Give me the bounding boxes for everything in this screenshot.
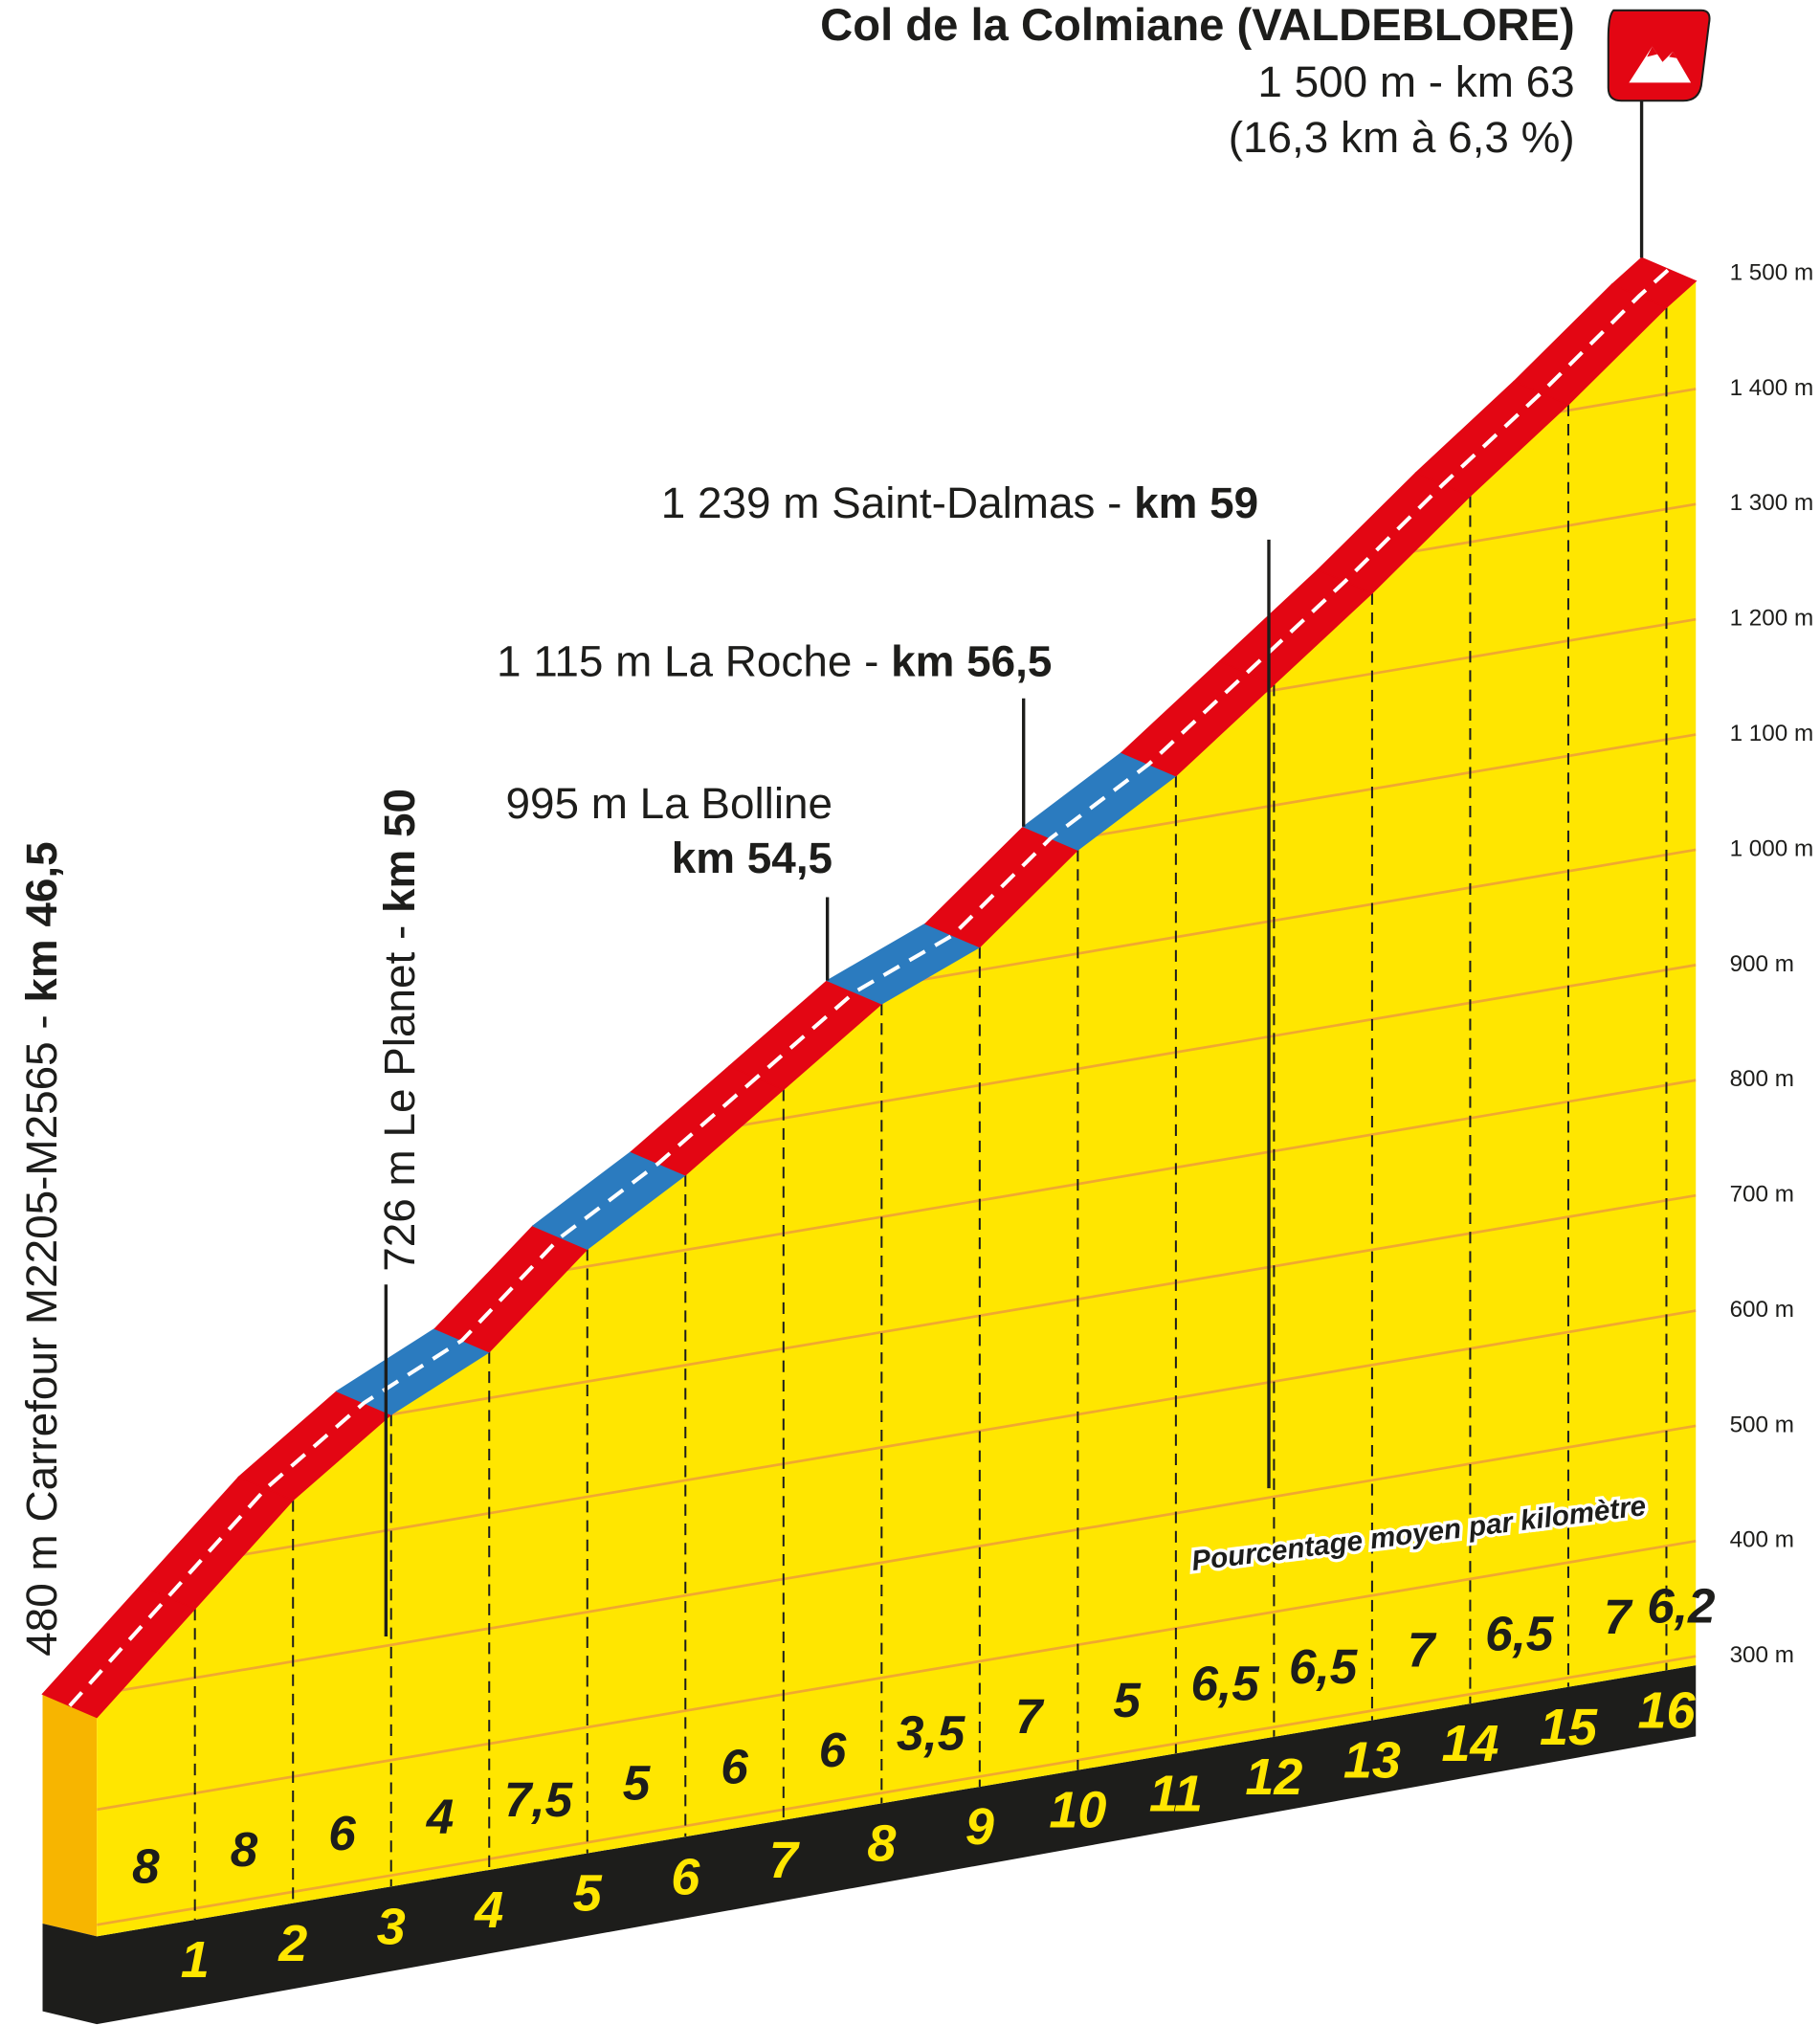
gradient-label: 7: [1604, 1590, 1633, 1644]
x-tick-label: 5: [573, 1865, 603, 1923]
gradient-label: 4: [426, 1789, 455, 1843]
mountain-snow: [1647, 46, 1677, 58]
x-tick-label: 13: [1343, 1732, 1401, 1790]
annotation: 726 m Le Planet - km 50: [374, 789, 424, 1272]
y-tick-label: 1 300 m: [1730, 490, 1814, 516]
annotation: 480 m Carrefour M2205-M2565 - km 46,5: [16, 841, 66, 1656]
grid-line: [97, 1655, 1697, 1926]
gradient-label: 8: [231, 1822, 258, 1877]
summit-line: 1 500 m - km 63: [1257, 56, 1574, 106]
y-tick-label: 700 m: [1730, 1182, 1794, 1208]
x-tick-label: 15: [1540, 1699, 1598, 1756]
y-tick-label: 900 m: [1730, 951, 1794, 977]
x-tick-label: 7: [769, 1832, 801, 1889]
annotation-text: 1 115 m La Roche -: [497, 636, 891, 686]
x-tick-label: 6: [671, 1848, 700, 1905]
y-tick-label: 1 200 m: [1730, 606, 1814, 632]
chart-title: Col de la Colmiane (VALDEBLORE): [820, 0, 1575, 51]
mountain-icon: [1629, 46, 1692, 83]
gradient-label: 6,2: [1647, 1579, 1715, 1634]
y-tick-label: 500 m: [1730, 1412, 1794, 1437]
x-tick-label: 10: [1049, 1782, 1106, 1839]
annotation-text: 1 239 m Saint-Dalmas -: [661, 478, 1134, 527]
annotation-km: km 50: [374, 789, 424, 913]
side-face: [42, 1694, 98, 1937]
y-tick-label: 1 500 m: [1730, 259, 1814, 285]
gradient-label: 6: [721, 1739, 748, 1793]
gradient-label: 6,5: [1191, 1656, 1261, 1710]
x-tick-label: 9: [965, 1798, 994, 1856]
x-tick-label: 16: [1637, 1681, 1696, 1739]
gradient-label: 6: [819, 1723, 847, 1777]
annotation: 1 239 m Saint-Dalmas - km 59: [661, 478, 1259, 527]
gradient-label: 5: [1113, 1673, 1142, 1727]
annotation-km: km 59: [1134, 478, 1258, 527]
x-tick-label: 14: [1441, 1715, 1498, 1772]
y-tick-label: 400 m: [1730, 1527, 1794, 1553]
annotation-km: km 54,5: [672, 833, 832, 882]
x-tick-label: 11: [1149, 1765, 1203, 1822]
x-tick-label: 1: [181, 1931, 210, 1989]
gradient-label: 5: [623, 1756, 652, 1811]
x-tick-label: 8: [867, 1815, 896, 1873]
y-tick-label: 1 100 m: [1730, 721, 1814, 746]
gradient-label: 6,5: [1289, 1639, 1359, 1694]
x-tick-label: 12: [1245, 1748, 1302, 1806]
annotation-km: km 46,5: [16, 841, 66, 1002]
gradient-label: 3,5: [897, 1706, 966, 1761]
base-strip: [42, 1665, 1697, 2025]
y-tick-label: 1 400 m: [1730, 375, 1814, 401]
gradient-label: 8: [132, 1839, 160, 1894]
x-tick-label: 3: [377, 1898, 406, 1955]
annotation: 1 115 m La Roche - km 56,5: [497, 636, 1052, 686]
gradient-label: 7: [1015, 1689, 1045, 1744]
y-tick-label: 1 000 m: [1730, 835, 1814, 861]
annotation-text: 480 m Carrefour M2205-M2565 -: [16, 1003, 66, 1657]
summit-flag: [1607, 9, 1711, 102]
annotation-text: 995 m La Bolline: [505, 778, 832, 828]
profile-face: [97, 280, 1697, 1937]
y-tick-label: 600 m: [1730, 1297, 1794, 1323]
grid-line: [97, 1424, 1697, 1696]
x-tick-label: 4: [474, 1881, 503, 1939]
annotation-text: 726 m Le Planet -: [374, 913, 424, 1272]
gradient-label: 6,5: [1485, 1606, 1555, 1660]
profile-layer: [42, 280, 1697, 2025]
gradient-label: 7: [1408, 1623, 1437, 1678]
top-layer: 300 m 400 m 500 m 600 m 700 m 800 m 900 m 1 000…: [16, 100, 1813, 1989]
gradient-label: 7,5: [504, 1772, 574, 1827]
y-tick-label: 300 m: [1730, 1642, 1794, 1668]
summit-line: (16,3 km à 6,3 %): [1229, 112, 1575, 162]
grid-line: [97, 1539, 1697, 1812]
gradient-label: 6: [328, 1806, 356, 1860]
ridge-dash: [68, 268, 1671, 1707]
annotation-km: km 56,5: [891, 636, 1052, 686]
y-tick-label: 800 m: [1730, 1066, 1794, 1092]
grid-line: [97, 1309, 1697, 1581]
x-tick-label: 2: [277, 1915, 307, 1972]
